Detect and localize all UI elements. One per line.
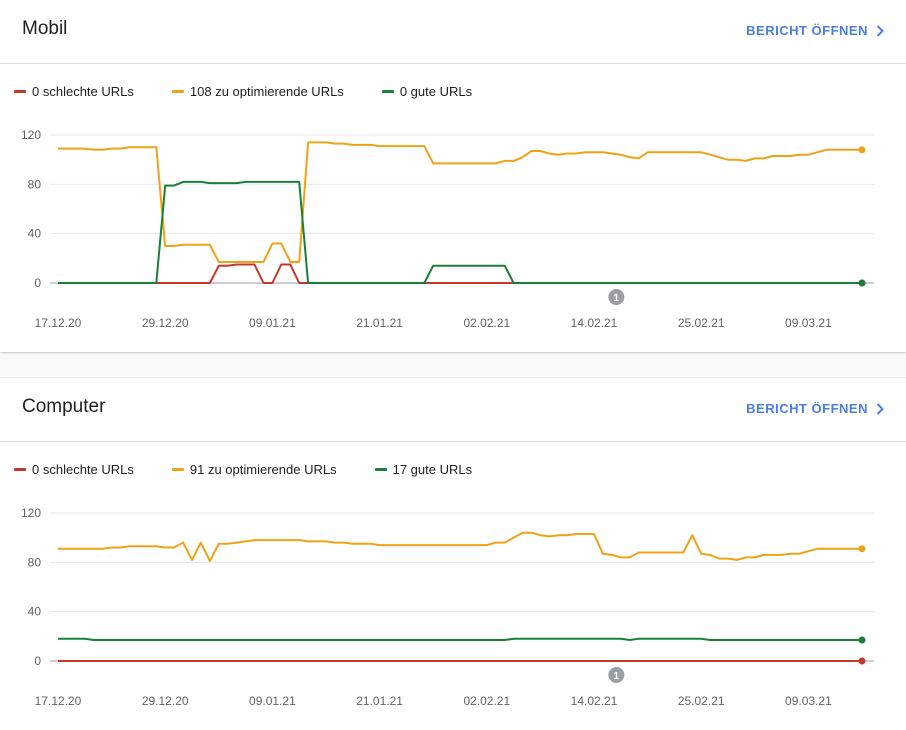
legend-label: 0 gute URLs <box>399 84 473 99</box>
open-report-button[interactable]: BERICHT ÖFFNEN <box>746 23 884 38</box>
chevron-right-icon <box>876 24 884 37</box>
series-line-good <box>58 180 862 284</box>
card-header: Computer BERICHT ÖFFNEN <box>0 378 906 442</box>
x-tick-label: 02.02.21 <box>463 694 510 708</box>
legend-swatch <box>374 468 387 471</box>
annotation-marker[interactable]: 1 <box>608 289 625 305</box>
legend-item-good[interactable]: 17 gute URLs <box>374 462 473 477</box>
series-line-bad <box>58 263 862 284</box>
card-title: Computer <box>22 396 106 417</box>
legend-item-bad[interactable]: 0 schlechte URLs <box>14 84 134 99</box>
legend-item-good[interactable]: 0 gute URLs <box>381 84 473 99</box>
legend-swatch <box>14 90 26 93</box>
legend-label: 0 schlechte URLs <box>32 462 134 477</box>
x-tick-label: 21.01.21 <box>356 694 403 708</box>
x-tick-label: 25.02.21 <box>678 694 725 708</box>
x-tick-label: 17.12.20 <box>35 694 82 708</box>
series-end-point-good <box>858 636 866 644</box>
annotation-label: 1 <box>614 671 620 682</box>
x-tick-label: 25.02.21 <box>678 316 725 330</box>
card-title: Mobil <box>22 18 68 39</box>
legend-label: 0 schlechte URLs <box>32 84 134 99</box>
annotation-circle <box>608 289 625 305</box>
legend-label: 108 zu optimierende URLs <box>189 84 344 99</box>
y-tick-label: 0 <box>34 654 41 668</box>
chevron-right-icon <box>876 402 884 415</box>
card-gap <box>0 354 906 376</box>
legend-item-improve[interactable]: 91 zu optimierende URLs <box>171 462 337 477</box>
x-tick-label: 09.01.21 <box>249 694 296 708</box>
mobile-card: Mobil BERICHT ÖFFNEN 0 schlechte URLs 10… <box>0 0 906 352</box>
x-tick-label: 29.12.20 <box>142 316 189 330</box>
legend: 0 schlechte URLs 91 zu optimierende URLs… <box>14 462 510 477</box>
series-line-improve <box>58 141 862 263</box>
open-report-label: BERICHT ÖFFNEN <box>746 401 868 416</box>
legend-label: 17 gute URLs <box>392 462 473 477</box>
series-end-point-improve <box>858 146 866 154</box>
legend-item-improve[interactable]: 108 zu optimierende URLs <box>171 84 344 99</box>
y-tick-label: 40 <box>28 227 42 241</box>
series-line-improve <box>58 531 862 563</box>
x-tick-label: 14.02.21 <box>571 694 618 708</box>
open-report-button[interactable]: BERICHT ÖFFNEN <box>746 401 884 416</box>
card-header: Mobil BERICHT ÖFFNEN <box>0 0 906 64</box>
annotation-marker[interactable]: 1 <box>608 667 625 683</box>
series-end-point-improve <box>858 545 866 553</box>
x-tick-label: 14.02.21 <box>571 316 618 330</box>
series-end-point-bad <box>858 657 866 665</box>
y-tick-label: 80 <box>28 177 42 191</box>
mobile-chart: 0 40 80 120 17.12.20 29.12.20 09.01.21 21.01.21… <box>21 128 874 330</box>
legend-swatch <box>171 90 184 93</box>
x-tick-label: 09.03.21 <box>785 694 832 708</box>
x-tick-label: 09.01.21 <box>249 316 296 330</box>
x-tick-label: 21.01.21 <box>356 316 403 330</box>
x-tick-label: 17.12.20 <box>35 316 82 330</box>
y-tick-label: 120 <box>21 506 41 520</box>
legend-label: 91 zu optimierende URLs <box>189 462 337 477</box>
x-tick-label: 02.02.21 <box>463 316 510 330</box>
x-tick-label: 29.12.20 <box>142 694 189 708</box>
open-report-label: BERICHT ÖFFNEN <box>746 23 868 38</box>
y-tick-label: 120 <box>21 128 41 142</box>
y-tick-label: 80 <box>28 555 42 569</box>
legend-swatch <box>381 90 394 93</box>
legend-item-bad[interactable]: 0 schlechte URLs <box>14 462 134 477</box>
series-end-point-good <box>858 279 866 287</box>
legend-swatch <box>171 468 184 471</box>
annotation-label: 1 <box>614 293 620 304</box>
computer-chart: 0 40 80 120 17.12.20 29.12.20 09.01.21 21.01.21… <box>21 506 874 708</box>
x-tick-label: 09.03.21 <box>785 316 832 330</box>
y-tick-label: 40 <box>28 605 42 619</box>
computer-card: Computer BERICHT ÖFFNEN 0 schlechte URLs… <box>0 377 906 730</box>
series-line-good <box>58 637 862 641</box>
y-tick-label: 0 <box>34 276 41 290</box>
legend: 0 schlechte URLs 108 zu optimierende URL… <box>14 84 510 99</box>
annotation-circle <box>608 667 625 683</box>
legend-swatch <box>14 468 26 471</box>
